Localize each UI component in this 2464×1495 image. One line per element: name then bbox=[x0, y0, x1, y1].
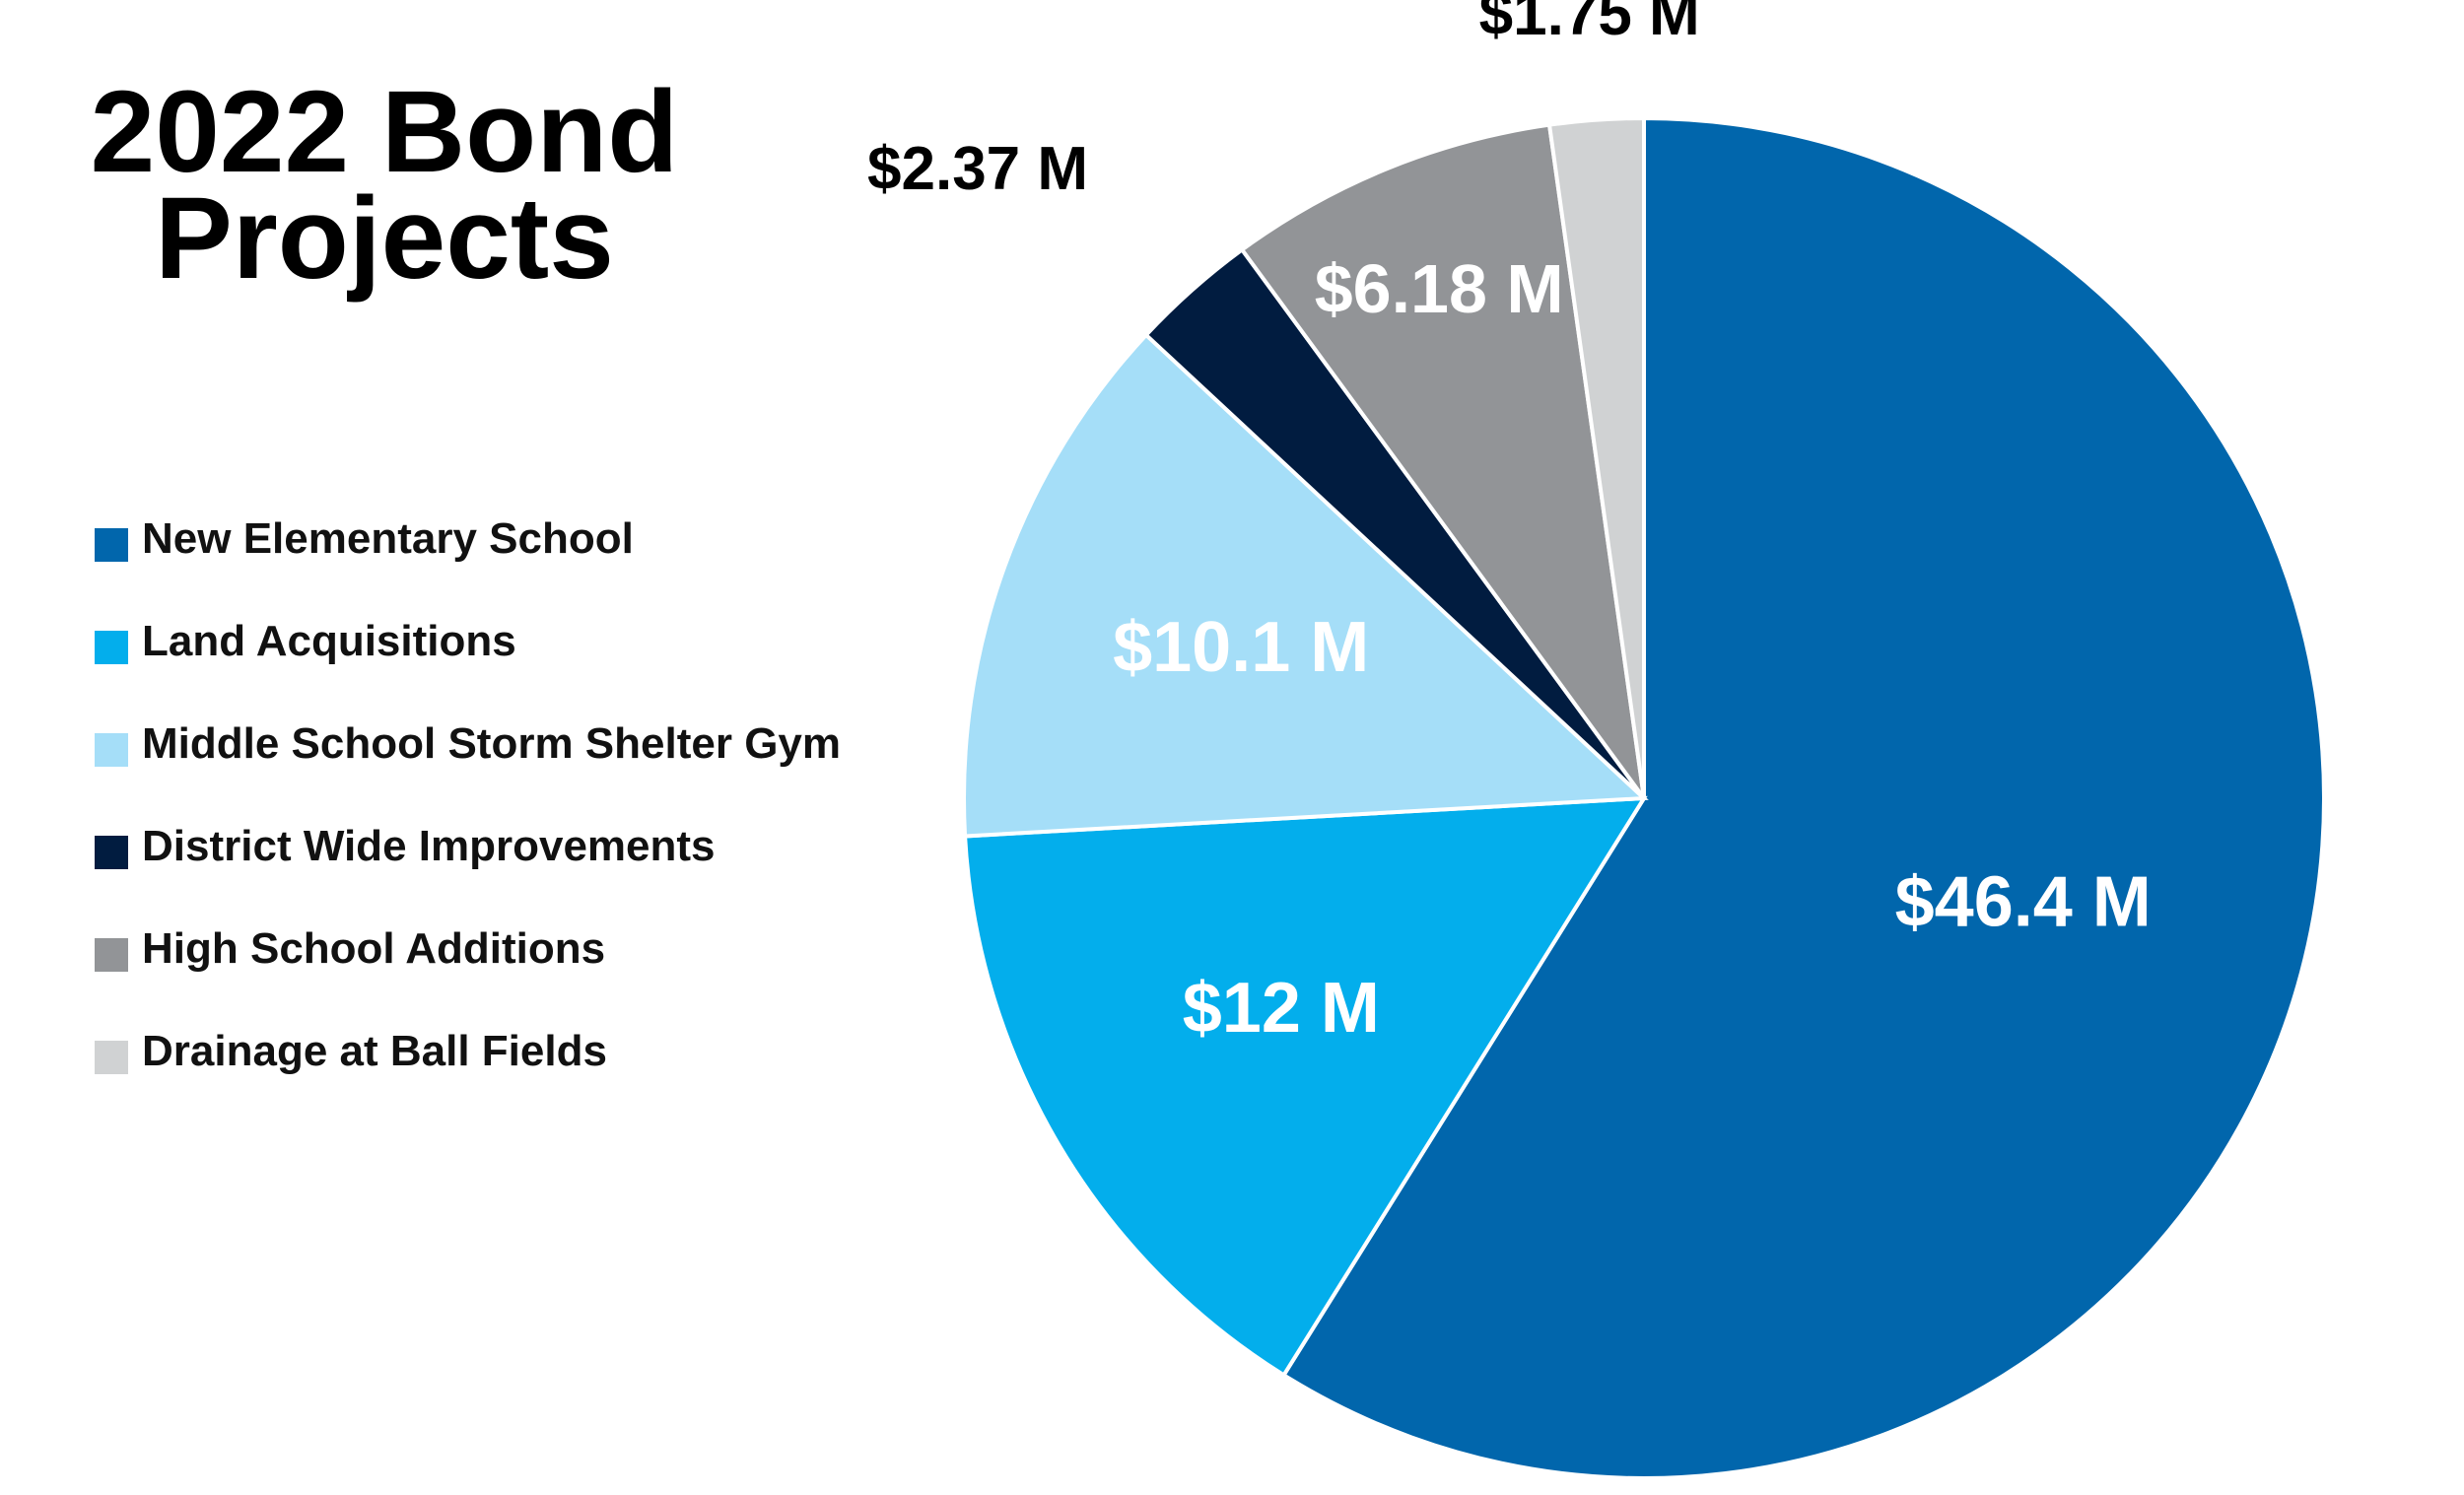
pie-slice-drainage-at-ball-fields bbox=[1546, 115, 1646, 799]
chart-title-line-1: 2022 Bond bbox=[90, 67, 679, 197]
data-label-land-acquisitions: $12 M bbox=[1183, 969, 1380, 1048]
legend-label: Land Acquisitions bbox=[142, 617, 516, 665]
data-label-district-wide-improvements: $2.37 M bbox=[867, 135, 1088, 203]
chart-title-line-2: Projects bbox=[155, 173, 614, 304]
legend-swatch bbox=[95, 528, 128, 562]
legend-label: District Wide Improvements bbox=[142, 822, 716, 870]
data-label-new-elementary-school: $46.4 M bbox=[1895, 862, 2152, 941]
chart-title: 2022 Bond Projects bbox=[39, 67, 729, 304]
legend-swatch bbox=[95, 1041, 128, 1074]
legend-label: High School Additions bbox=[142, 924, 606, 973]
legend-label: Middle School Storm Shelter Gym bbox=[142, 719, 842, 768]
data-label-middle-school-storm-shelter-gym: $10.1 M bbox=[1113, 608, 1369, 687]
data-label-high-school-additions: $6.18 M bbox=[1315, 250, 1564, 327]
legend-label: Drainage at Ball Fields bbox=[142, 1027, 607, 1075]
pie-slice-land-acquisitions bbox=[962, 795, 1648, 1379]
legend-swatch bbox=[95, 733, 128, 767]
pie-slice-high-school-additions bbox=[1239, 122, 1646, 800]
legend-swatch bbox=[95, 836, 128, 869]
pie-slice-middle-school-storm-shelter-gym bbox=[962, 332, 1649, 839]
data-label-drainage-at-ball-fields: $1.75 M bbox=[1479, 0, 1700, 48]
legend-label: New Elementary School bbox=[142, 514, 634, 563]
legend-swatch bbox=[95, 631, 128, 664]
pie-slice-new-elementary-school bbox=[1280, 115, 2326, 1480]
legend-swatch bbox=[95, 938, 128, 972]
